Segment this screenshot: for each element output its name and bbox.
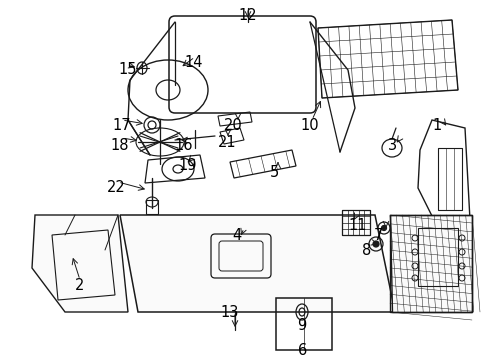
Text: 21: 21 (218, 135, 236, 150)
Text: 4: 4 (231, 228, 241, 243)
Text: 1: 1 (431, 118, 440, 133)
Ellipse shape (372, 241, 378, 247)
Text: 17: 17 (112, 118, 130, 133)
Text: 19: 19 (178, 158, 196, 173)
Text: 20: 20 (224, 118, 242, 133)
Text: 15: 15 (118, 62, 136, 77)
Text: 14: 14 (183, 55, 202, 70)
Bar (417, 228, 457, 286)
Text: 6: 6 (298, 343, 307, 358)
Polygon shape (120, 215, 394, 312)
Bar (146, 200, 158, 214)
Text: 18: 18 (110, 138, 128, 153)
Text: 5: 5 (269, 165, 279, 180)
Text: 7: 7 (373, 228, 383, 243)
Ellipse shape (381, 225, 386, 230)
Text: 22: 22 (107, 180, 125, 195)
Bar (437, 148, 461, 210)
Polygon shape (389, 215, 471, 312)
Text: 3: 3 (387, 138, 396, 153)
Text: 11: 11 (347, 218, 366, 233)
Text: 10: 10 (299, 118, 318, 133)
Text: 16: 16 (174, 138, 192, 153)
Text: 2: 2 (75, 278, 84, 293)
Text: 8: 8 (361, 243, 370, 258)
Bar (389, 215, 471, 312)
Text: 13: 13 (220, 305, 238, 320)
Text: 9: 9 (297, 318, 306, 333)
Text: 12: 12 (238, 8, 257, 23)
Bar (275, 298, 331, 350)
Bar (341, 210, 369, 235)
Polygon shape (32, 215, 128, 312)
